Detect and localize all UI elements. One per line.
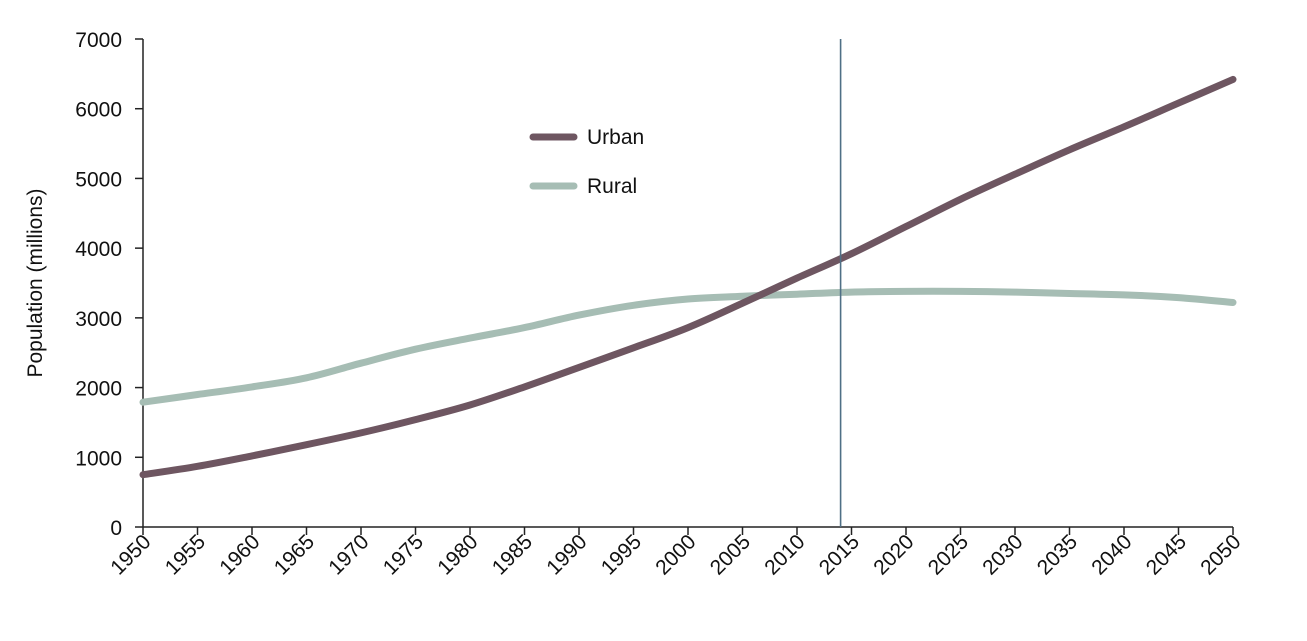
series-line-urban <box>139 75 1237 479</box>
x-tick-label: 1955 <box>161 530 210 579</box>
y-axis-ticks: 0 1000 2000 3000 4000 5000 6000 7000 <box>75 29 143 540</box>
y-tick-label: 0 <box>110 517 122 540</box>
series-line-rural <box>139 287 1237 406</box>
x-tick-label: 2000 <box>651 530 700 579</box>
series-layer <box>139 75 1237 479</box>
x-tick-label: 1995 <box>597 530 646 579</box>
x-tick-label: 2030 <box>978 530 1027 579</box>
x-tick-label: 2015 <box>815 530 864 579</box>
x-axis-ticks: 1950 1955 1960 1965 1970 1975 1980 1985 1990 1995… <box>106 527 1246 580</box>
x-tick-label: 2025 <box>924 530 973 579</box>
y-tick-label: 4000 <box>75 238 122 261</box>
y-tick-label: 7000 <box>75 29 122 52</box>
x-tick-label: 1985 <box>488 530 537 579</box>
x-tick-label: 1980 <box>433 530 482 579</box>
y-tick-label: 3000 <box>75 308 122 331</box>
y-tick-label: 2000 <box>75 378 122 401</box>
x-tick-label: 2045 <box>1142 530 1191 579</box>
y-tick-label: 6000 <box>75 99 122 122</box>
x-tick-label: 1965 <box>270 530 319 579</box>
x-tick-label: 2040 <box>1087 530 1136 579</box>
x-tick-label: 2050 <box>1196 530 1245 579</box>
y-axis-title: Population (millions) <box>24 188 47 377</box>
x-tick-label: 2010 <box>760 530 809 579</box>
legend: Urban Rural <box>529 126 644 198</box>
y-tick-label: 5000 <box>75 168 122 191</box>
x-tick-label: 2035 <box>1033 530 1082 579</box>
x-tick-label: 1975 <box>379 530 428 579</box>
x-tick-label: 1990 <box>542 530 591 579</box>
axes <box>142 39 1233 528</box>
x-tick-label: 2020 <box>869 530 918 579</box>
legend-rural-label: Rural <box>587 175 637 198</box>
y-tick-label: 1000 <box>75 447 122 470</box>
legend-urban-label: Urban <box>587 126 644 149</box>
x-tick-label: 1960 <box>215 530 264 579</box>
x-tick-label: 1970 <box>324 530 373 579</box>
x-tick-label: 2005 <box>706 530 755 579</box>
